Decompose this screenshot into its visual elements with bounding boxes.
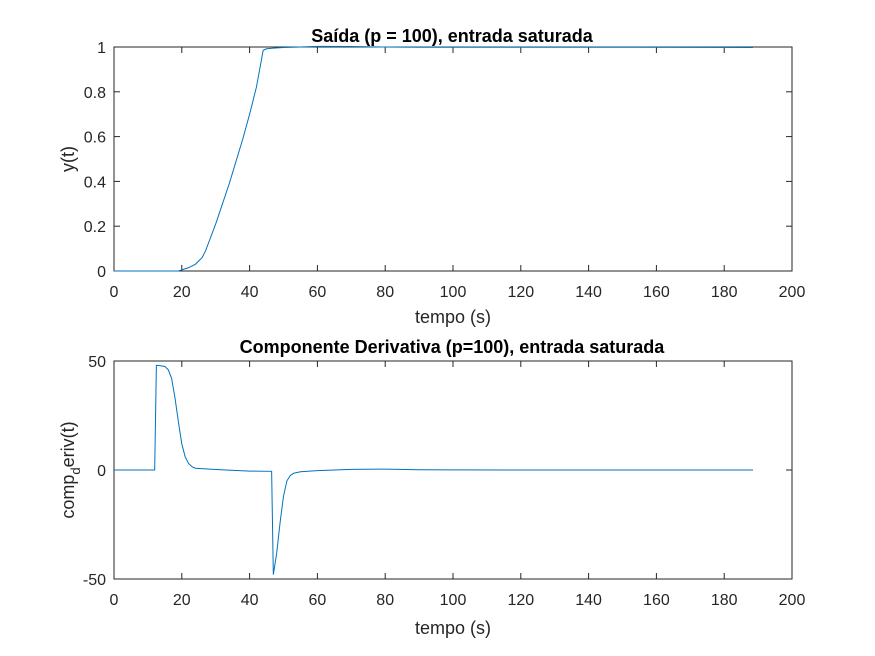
chart-output: Saída (p = 100), entrada saturada 0 20 40 6… bbox=[58, 26, 805, 327]
chart-output-ytick-label: 0.6 bbox=[84, 130, 106, 147]
chart-derivative-xtick-label: 120 bbox=[507, 592, 534, 609]
chart-output-xtick-label: 200 bbox=[779, 284, 806, 301]
chart-derivative-xlabel: tempo (s) bbox=[415, 618, 491, 638]
chart-output-ylabel: y(t) bbox=[58, 146, 78, 172]
chart-derivative-ytick-label: 0 bbox=[97, 463, 106, 480]
chart-output-ytick-label: 0.2 bbox=[84, 219, 106, 236]
chart-output-xtick-label: 160 bbox=[643, 284, 670, 301]
chart-derivative-xtick-label: 140 bbox=[575, 592, 602, 609]
chart-output-xtick-label: 100 bbox=[440, 284, 467, 301]
chart-output-title: Saída (p = 100), entrada saturada bbox=[311, 26, 594, 46]
chart-derivative-xtick-label: 160 bbox=[643, 592, 670, 609]
chart-derivative-xtick-label: 200 bbox=[779, 592, 806, 609]
chart-derivative-ylabel: compderiv(t) bbox=[58, 421, 83, 518]
chart-derivative-xtick-label: 40 bbox=[241, 592, 259, 609]
chart-output-xlabel: tempo (s) bbox=[415, 307, 491, 327]
chart-output-ytick-label: 0 bbox=[97, 264, 106, 281]
chart-output-ytick-label: 0.4 bbox=[84, 174, 106, 191]
chart-output-xtick-label: 180 bbox=[711, 284, 738, 301]
chart-output-xtick-label: 0 bbox=[110, 284, 119, 301]
chart-output-xtick-label: 140 bbox=[575, 284, 602, 301]
chart-derivative-xtick-label: 0 bbox=[110, 592, 119, 609]
chart-derivative-xtick-label: 180 bbox=[711, 592, 738, 609]
chart-derivative-ylabel-rest: eriv(t) bbox=[58, 421, 78, 467]
chart-output-ytick-label: 0.8 bbox=[84, 85, 106, 102]
chart-derivative: Componente Derivativa (p=100), entrada s… bbox=[58, 337, 805, 638]
chart-output-xtick-label: 60 bbox=[309, 284, 327, 301]
chart-derivative-ylabel-main: comp bbox=[58, 475, 78, 519]
chart-derivative-xtick-label: 100 bbox=[440, 592, 467, 609]
chart-derivative-xtick-label: 20 bbox=[173, 592, 191, 609]
chart-derivative-xtick-label: 80 bbox=[376, 592, 394, 609]
chart-output-xtick-label: 40 bbox=[241, 284, 259, 301]
chart-output-xtick-label: 20 bbox=[173, 284, 191, 301]
chart-derivative-title: Componente Derivativa (p=100), entrada s… bbox=[240, 337, 666, 357]
chart-derivative-xtick-label: 60 bbox=[309, 592, 327, 609]
chart-derivative-ytick-label: 50 bbox=[88, 354, 106, 371]
chart-output-xtick-label: 80 bbox=[376, 284, 394, 301]
chart-output-xtick-label: 120 bbox=[507, 284, 534, 301]
chart-output-plot-area bbox=[114, 47, 792, 271]
chart-output-ytick-label: 1 bbox=[97, 40, 106, 57]
chart-derivative-ylabel-sub: d bbox=[68, 467, 83, 474]
chart-derivative-ytick-label: -50 bbox=[83, 572, 106, 589]
